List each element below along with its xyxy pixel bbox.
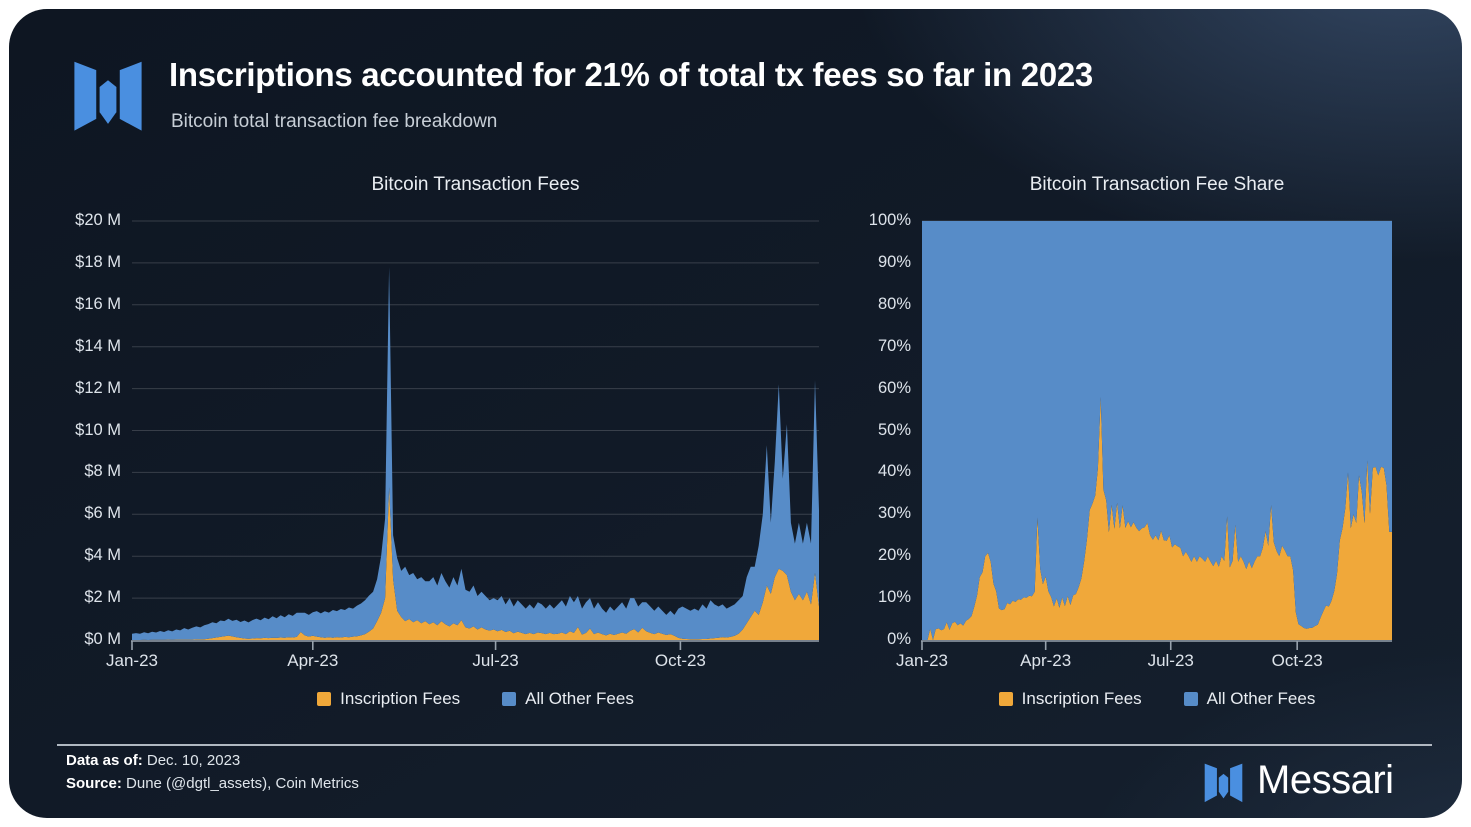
- inscription-fees-swatch-icon: [317, 692, 332, 706]
- share-chart-y-tick-label: 60%: [877, 378, 911, 397]
- page-subtitle: Bitcoin total transaction fee breakdown: [171, 111, 498, 132]
- messari-wordmark-left-blade: [1204, 763, 1217, 803]
- fees-chart-y-tick-label: $18 M: [75, 252, 121, 271]
- data-as-of-label: Data as of:: [66, 752, 143, 769]
- messari-logo-middle-blade: [99, 80, 117, 124]
- messari-wordmark-right-blade: [1230, 763, 1243, 803]
- all-other-fees-swatch-icon: [502, 692, 517, 706]
- legend-item-all-other-fees: All Other Fees: [502, 689, 634, 709]
- share-chart-title: Bitcoin Transaction Fee Share: [1029, 174, 1285, 195]
- share-chart-x-tick-label: Jan-23: [896, 651, 948, 670]
- share-chart-y-tick-label: 0%: [887, 630, 911, 648]
- share-chart-y-tick-label: 90%: [877, 252, 911, 271]
- share-chart-x-tick-label: Jul-23: [1147, 651, 1194, 670]
- share-chart-y-tick-label: 10%: [877, 588, 911, 607]
- fees-chart-title: Bitcoin Transaction Fees: [371, 174, 580, 195]
- legend-label: All Other Fees: [525, 689, 634, 708]
- fees-chart-x-tick-label: Apr-23: [287, 651, 339, 670]
- share-chart-legend: Inscription Fees All Other Fees: [922, 689, 1392, 709]
- fees-chart-y-tick-label: $4 M: [84, 546, 121, 565]
- share-chart-inscription-area: [922, 397, 1392, 640]
- legend-label: Inscription Fees: [340, 689, 461, 708]
- share-chart-y-tick-label: 40%: [877, 462, 911, 481]
- fees-chart-legend: Inscription Fees All Other Fees: [132, 689, 819, 709]
- chart-card: Inscriptions accounted for 21% of total …: [9, 9, 1462, 818]
- messari-wordmark-middle-blade: [1218, 773, 1229, 799]
- share-chart-y-tick-label: 70%: [877, 336, 911, 355]
- source-value: Dune (@dgtl_assets), Coin Metrics: [126, 775, 359, 792]
- fees-chart-x-tick-label: Jul-23: [472, 651, 519, 670]
- fees-chart-inscription-area: [132, 487, 819, 640]
- share-chart-y-tick-label: 30%: [877, 504, 911, 523]
- share-chart-all-other-area: [922, 221, 1392, 640]
- page-title: Inscriptions accounted for 21% of total …: [169, 56, 1093, 93]
- source-line: Source: Dune (@dgtl_assets), Coin Metric…: [66, 775, 359, 792]
- fees-chart-x-tick-label: Jan-23: [106, 651, 158, 670]
- share-chart-y-tick-label: 50%: [877, 420, 911, 439]
- fees-chart-y-tick-label: $20 M: [75, 211, 121, 229]
- share-chart-y-tick-label: 80%: [877, 294, 911, 313]
- data-as-of-value: Dec. 10, 2023: [146, 752, 241, 769]
- fees-chart-y-tick-label: $14 M: [75, 336, 121, 355]
- share-chart-x-tick-label: Apr-23: [1020, 651, 1072, 670]
- fees-chart-y-tick-label: $12 M: [75, 378, 121, 397]
- fees-chart-y-tick-label: $0 M: [84, 630, 121, 648]
- messari-wordmark-text: Messari: [1257, 758, 1394, 802]
- fees-chart-y-tick-label: $2 M: [84, 588, 121, 607]
- fees-chart-all-other-area: [132, 267, 819, 640]
- share-chart-y-tick-label: 100%: [868, 211, 911, 229]
- legend-item-inscription-fees: Inscription Fees: [317, 689, 460, 709]
- fees-chart-y-tick-label: $16 M: [75, 294, 121, 313]
- legend-item-inscription-fees: Inscription Fees: [998, 689, 1142, 709]
- fees-chart-x-tick-label: Oct-23: [654, 651, 706, 670]
- messari-logo-right-blade: [119, 61, 142, 131]
- legend-item-all-other-fees: All Other Fees: [1183, 689, 1316, 709]
- fees-chart-y-tick-label: $6 M: [84, 504, 121, 523]
- all-other-fees-swatch-icon: [1183, 692, 1198, 706]
- inscription-fees-swatch-icon: [998, 692, 1013, 706]
- messari-wordmark-icon: [1204, 763, 1243, 803]
- messari-wordmark: Messari: [1200, 757, 1394, 804]
- legend-label: Inscription Fees: [1021, 689, 1142, 708]
- share-chart-x-tick-label: Oct-23: [1271, 651, 1323, 670]
- fees-chart-y-tick-label: $10 M: [75, 420, 121, 439]
- share-chart-y-tick-label: 20%: [877, 546, 911, 565]
- source-label: Source:: [66, 775, 122, 792]
- data-as-of-line: Data as of: Dec. 10, 2023: [66, 752, 240, 769]
- legend-label: All Other Fees: [1206, 689, 1316, 708]
- messari-logo-left-blade: [74, 61, 97, 131]
- charts-canvas: [131, 220, 1392, 650]
- messari-logo-icon: [74, 61, 142, 131]
- fees-chart-y-tick-label: $8 M: [84, 462, 121, 481]
- footer-divider: [57, 744, 1432, 746]
